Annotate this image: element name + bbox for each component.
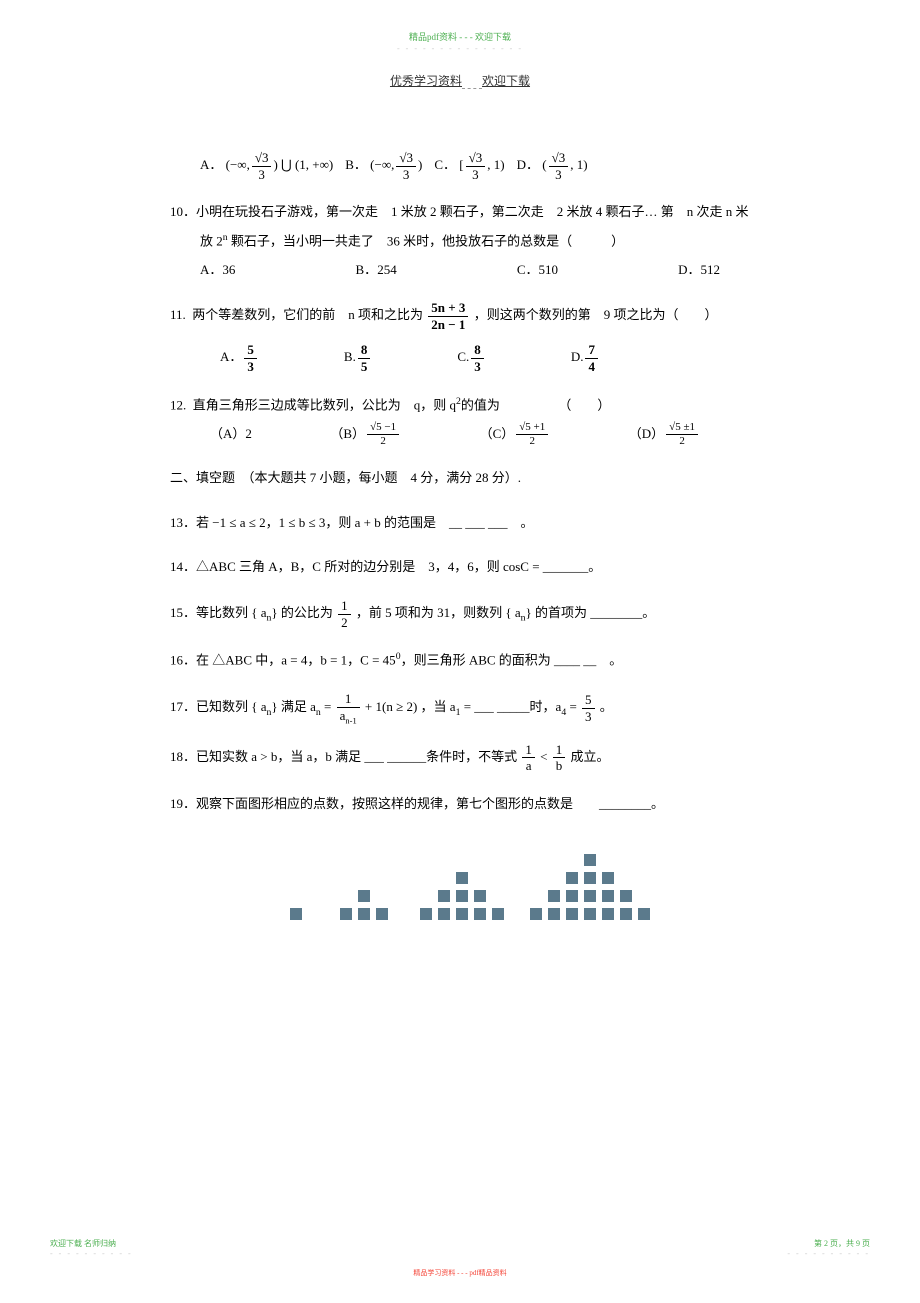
q9-options: A． (−∞,√33) ⋃ (1, +∞) B． (−∞,√33) C． [√3…: [170, 150, 750, 182]
q10: 10．小明在玩投石子游戏，第一次走 1 米放 2 颗石子，第二次走 2 米放 4…: [170, 198, 750, 284]
header: 优秀学习资料 欢迎下载: [390, 72, 530, 89]
q15: 15．等比数列 { an} 的公比为 12 ，前 5 项和为 31，则数列 { …: [170, 598, 750, 630]
q18: 18．已知实数 a > b，当 a，b 满足 ___ ______条件时，不等式…: [170, 742, 750, 774]
q11: 11. 两个等差数列，它们的前 n 项和之比为 5n + 32n − 1 ，则这…: [170, 300, 750, 374]
top-watermark-dots: - - - - - - - - - - - - - - -: [397, 44, 523, 53]
footer-right: 第 2 页，共 9 页 - - - - - - - - - -: [787, 1238, 870, 1258]
q12: 12. 直角三角形三边成等比数列，公比为 q，则 q2的值为 （ ） （A）2 …: [170, 391, 750, 449]
q19: 19．观察下面图形相应的点数，按照这样的规律，第七个图形的点数是 _______…: [170, 790, 750, 819]
q14: 14．△ABC 三角 A，B，C 所对的边分别是 3，4，6，则 cosC = …: [170, 553, 750, 582]
q13: 13．若 −1 ≤ a ≤ 2，1 ≤ b ≤ 3，则 a + b 的范围是 _…: [170, 509, 750, 538]
footer-center: 精品学习资料 - - - pdf精品资料: [413, 1268, 506, 1278]
section-2-header: 二、填空题 （本大题共 7 小题，每小题 4 分，满分 28 分）.: [170, 464, 750, 493]
q17: 17．已知数列 { an} 满足 an = 1an-1 + 1(n ≥ 2) ，…: [170, 691, 750, 725]
footer-left: 欢迎下载 名师归纳 - - - - - - - - - -: [50, 1238, 133, 1258]
q16: 16．在 △ABC 中，a = 4，b = 1，C = 450，则三角形 ABC…: [170, 646, 750, 675]
pattern-diagram: [170, 848, 750, 939]
top-watermark: 精品pdf资料 - - - 欢迎下载: [409, 32, 511, 42]
